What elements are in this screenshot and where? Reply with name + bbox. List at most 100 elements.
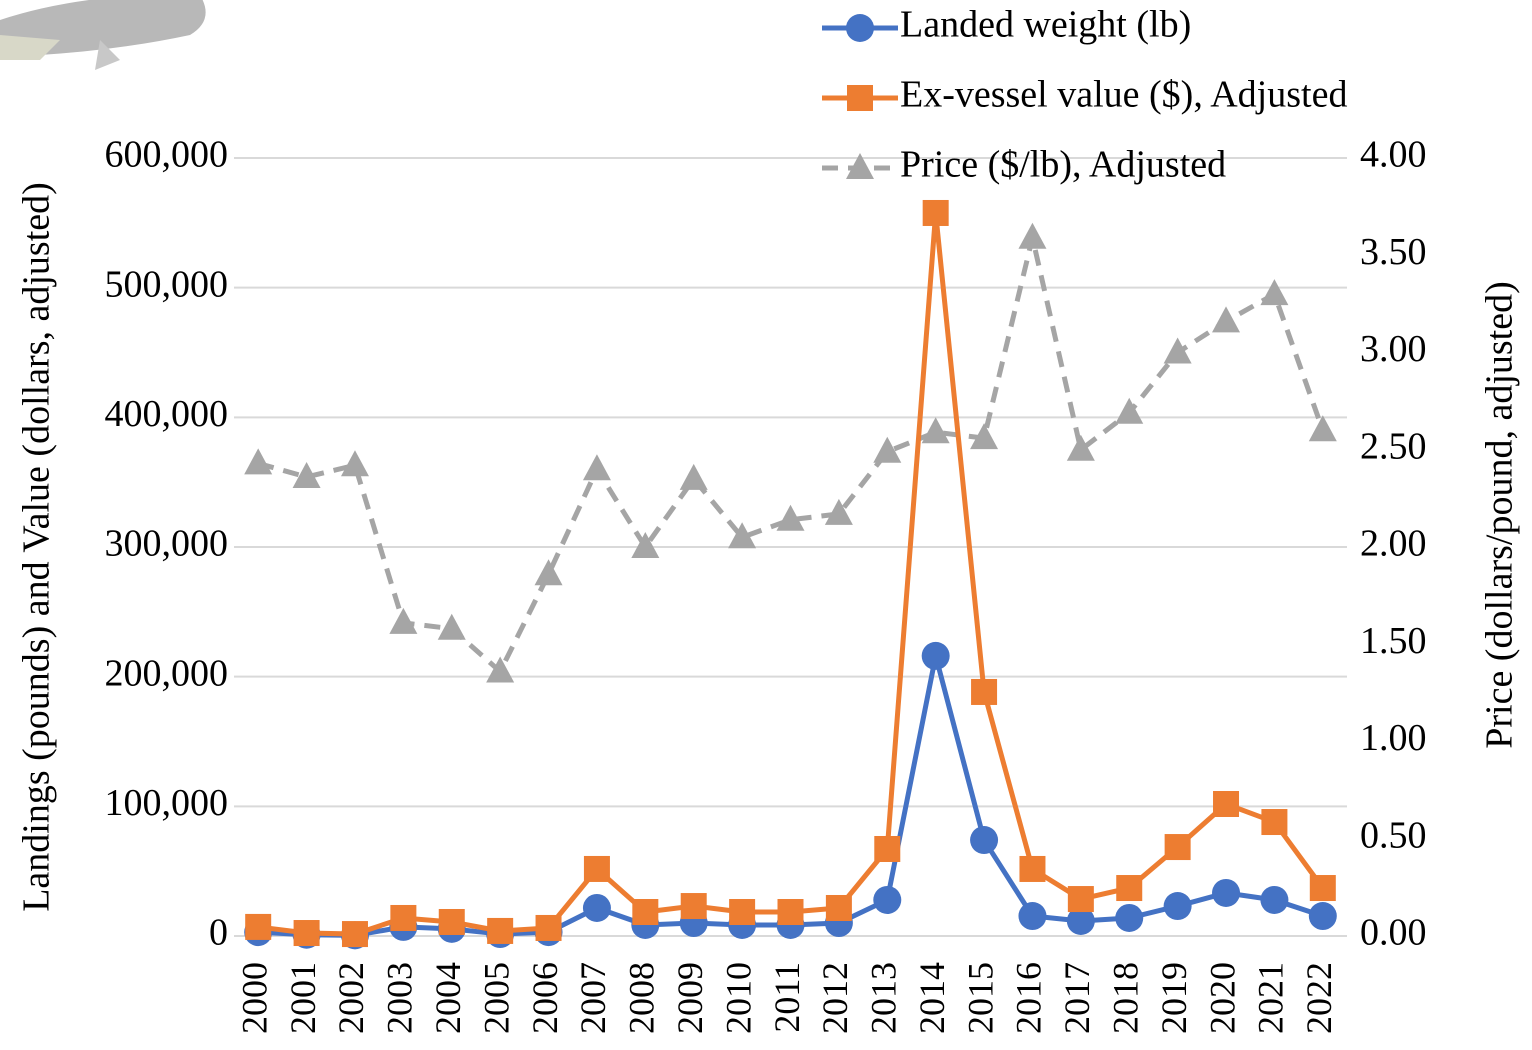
legend-label: Price ($/lb), Adjusted xyxy=(900,144,1226,186)
data-point xyxy=(1067,435,1095,461)
y-tick-label: 100,000 xyxy=(105,782,229,824)
x-tick-label: 2005 xyxy=(476,962,516,1034)
data-point xyxy=(244,448,272,474)
x-tick-label: 2009 xyxy=(670,962,710,1034)
y-tick-label: 200,000 xyxy=(105,652,229,694)
x-tick-label: 2020 xyxy=(1202,962,1242,1034)
data-point xyxy=(1165,834,1191,860)
data-point xyxy=(583,894,611,922)
data-point xyxy=(535,559,563,585)
data-point xyxy=(1164,338,1192,364)
y-tick-label: 500,000 xyxy=(105,263,229,305)
x-tick-label: 2022 xyxy=(1299,962,1339,1034)
x-tick-label: 2013 xyxy=(864,962,904,1034)
x-tick-label: 2011 xyxy=(767,962,807,1033)
y2-tick-label: 0.50 xyxy=(1360,814,1427,856)
data-point xyxy=(1116,875,1142,901)
data-point xyxy=(826,895,852,921)
x-tick-label: 2008 xyxy=(622,962,662,1034)
x-tick-label: 2016 xyxy=(1009,962,1049,1034)
data-point xyxy=(438,614,466,640)
y2-tick-label: 3.50 xyxy=(1360,231,1427,273)
data-point xyxy=(1115,398,1143,424)
data-point xyxy=(294,920,320,946)
chart: Landings (pounds) and Value (dollars, ad… xyxy=(0,0,1532,1050)
data-point xyxy=(681,893,707,919)
series-line xyxy=(258,238,1323,672)
data-point xyxy=(1309,902,1337,930)
legend-marker xyxy=(847,85,873,111)
y2-tick-label: 1.50 xyxy=(1360,620,1427,662)
y2-tick-label: 2.00 xyxy=(1360,523,1427,565)
data-point xyxy=(389,608,417,634)
data-point xyxy=(341,450,369,476)
data-point xyxy=(245,914,271,940)
y-tick-label: 400,000 xyxy=(105,393,229,435)
data-point xyxy=(1115,904,1143,932)
data-point xyxy=(487,918,513,944)
x-tick-label: 2001 xyxy=(283,962,323,1034)
data-point xyxy=(1261,809,1287,835)
data-point xyxy=(873,886,901,914)
data-point xyxy=(1213,791,1239,817)
series-line xyxy=(258,213,1323,934)
y-tick-label: 0 xyxy=(209,912,228,954)
x-tick-label: 2006 xyxy=(525,962,565,1034)
data-point xyxy=(1212,306,1240,332)
data-point xyxy=(1018,902,1046,930)
series-line xyxy=(258,656,1323,935)
legend-marker xyxy=(846,14,874,42)
data-point xyxy=(1164,892,1192,920)
x-tick-label: 2012 xyxy=(815,962,855,1034)
y2-tick-label: 2.50 xyxy=(1360,425,1427,467)
x-tick-label: 2000 xyxy=(234,962,274,1034)
data-point xyxy=(486,656,514,682)
y-tick-label: 600,000 xyxy=(105,134,229,176)
data-point xyxy=(922,417,950,443)
data-point xyxy=(1260,886,1288,914)
y-tick-label: 300,000 xyxy=(105,523,229,565)
data-point xyxy=(1260,279,1288,305)
data-point xyxy=(922,642,950,670)
x-tick-label: 2018 xyxy=(1106,962,1146,1034)
x-tick-label: 2015 xyxy=(960,962,1000,1034)
fish-illustration xyxy=(0,0,206,70)
x-tick-label: 2021 xyxy=(1251,962,1291,1034)
data-point xyxy=(390,905,416,931)
data-point xyxy=(584,856,610,882)
y2-tick-label: 0.00 xyxy=(1360,912,1427,954)
y2-tick-label: 3.00 xyxy=(1360,328,1427,370)
y-axis-title: Landings (pounds) and Value (dollars, ad… xyxy=(16,182,58,912)
data-point xyxy=(729,899,755,925)
x-tick-label: 2017 xyxy=(1057,962,1097,1034)
x-tick-label: 2002 xyxy=(331,962,371,1034)
data-point xyxy=(342,921,368,947)
x-tick-label: 2010 xyxy=(718,962,758,1034)
data-point xyxy=(971,679,997,705)
data-point xyxy=(874,836,900,862)
data-point xyxy=(1309,415,1337,441)
data-point xyxy=(1068,886,1094,912)
x-tick-label: 2003 xyxy=(380,962,420,1034)
y2-tick-label: 1.00 xyxy=(1360,717,1427,759)
legend-label: Landed weight (lb) xyxy=(900,4,1191,46)
data-point xyxy=(970,826,998,854)
data-point xyxy=(680,464,708,490)
y2-tick-label: 4.00 xyxy=(1360,134,1427,176)
x-tick-label: 2019 xyxy=(1154,962,1194,1034)
data-point xyxy=(1019,856,1045,882)
y2-axis-title: Price (dollars/pound, adjusted) xyxy=(1479,281,1521,749)
data-point xyxy=(632,899,658,925)
page: Landings (pounds) and Value (dollars, ad… xyxy=(0,0,1532,1050)
data-point xyxy=(583,454,611,480)
data-point xyxy=(536,915,562,941)
data-point xyxy=(1212,879,1240,907)
data-point xyxy=(439,909,465,935)
legend-label: Ex-vessel value ($), Adjusted xyxy=(900,74,1347,116)
x-tick-label: 2014 xyxy=(912,962,952,1034)
data-point xyxy=(778,899,804,925)
data-point xyxy=(1310,875,1336,901)
data-point xyxy=(1018,223,1046,249)
x-tick-label: 2007 xyxy=(573,962,613,1034)
x-tick-label: 2004 xyxy=(428,962,468,1034)
